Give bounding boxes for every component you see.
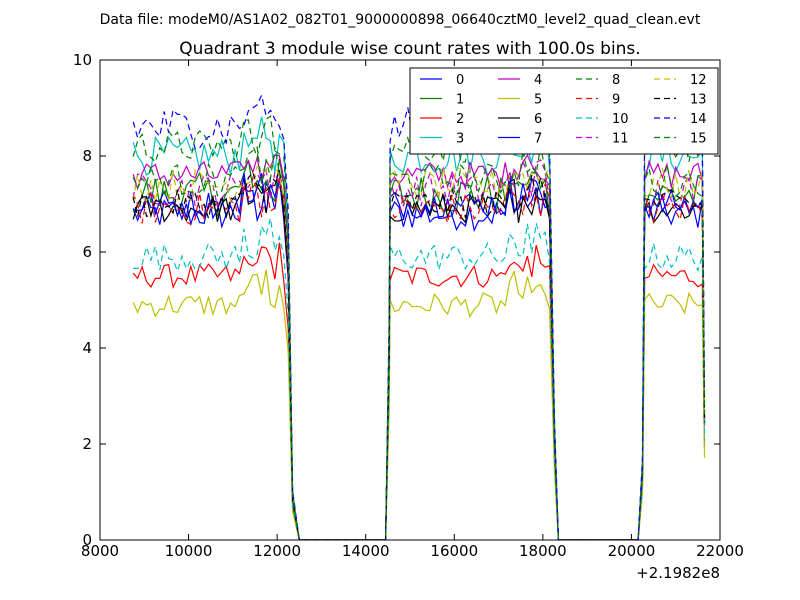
x-tick-label: 8000: [81, 542, 119, 560]
series-lines: [132, 93, 706, 540]
legend-label-11: 11: [612, 132, 629, 147]
series-line-0: [132, 177, 706, 540]
series-line-5: [132, 269, 706, 540]
chart-title: Quadrant 3 module wise count rates with …: [179, 39, 640, 59]
y-tick-label: 8: [82, 147, 92, 165]
series-line-10: [133, 218, 706, 540]
y-tick-label: 0: [82, 531, 92, 549]
x-tick-label: 18000: [519, 542, 567, 560]
legend-label-6: 6: [534, 112, 542, 127]
legend-label-9: 9: [612, 93, 620, 108]
legend-label-10: 10: [612, 112, 629, 127]
axis-ticks: 8000 10000 12000 14000 16000 18000 20000 22000 0…: [73, 51, 744, 560]
legend-label-7: 7: [534, 132, 542, 147]
legend-label-8: 8: [612, 73, 620, 88]
legend-label-4: 4: [534, 73, 542, 88]
legend-label-13: 13: [690, 93, 707, 108]
legend-box: [409, 67, 719, 155]
y-tick-label: 10: [73, 51, 92, 69]
y-tick-label: 2: [82, 435, 92, 453]
data-file-label: Data file: modeM0/AS1A02_082T01_90000008…: [100, 12, 701, 28]
series-line-6: [132, 169, 706, 540]
series-line-15: [132, 146, 706, 540]
x-offset-label: +2.1982e8: [636, 564, 720, 582]
x-tick-label: 20000: [608, 542, 656, 560]
series-line-13: [132, 171, 706, 540]
x-tick-label: 22000: [696, 542, 744, 560]
series-line-2: [132, 242, 706, 540]
legend-label-15: 15: [690, 132, 707, 147]
x-tick-label: 16000: [430, 542, 478, 560]
series-line-12: [132, 164, 706, 540]
legend-label-12: 12: [690, 73, 707, 88]
x-tick-label: 12000: [253, 542, 301, 560]
y-tick-label: 6: [82, 243, 92, 261]
series-line-3: [132, 116, 706, 540]
legend-label-5: 5: [534, 93, 542, 108]
legend-label-14: 14: [690, 112, 707, 127]
legend-label-3: 3: [456, 132, 464, 147]
legend-label-0: 0: [456, 73, 464, 88]
axes-frame: [99, 59, 721, 541]
series-line-8: [132, 110, 706, 540]
x-tick-label: 14000: [342, 542, 390, 560]
y-tick-label: 4: [82, 339, 92, 357]
series-line-9: [132, 175, 706, 540]
legend-label-2: 2: [456, 112, 464, 127]
x-tick-label: 10000: [165, 542, 213, 560]
legend-label-1: 1: [456, 93, 464, 108]
series-line-7: [133, 172, 706, 540]
